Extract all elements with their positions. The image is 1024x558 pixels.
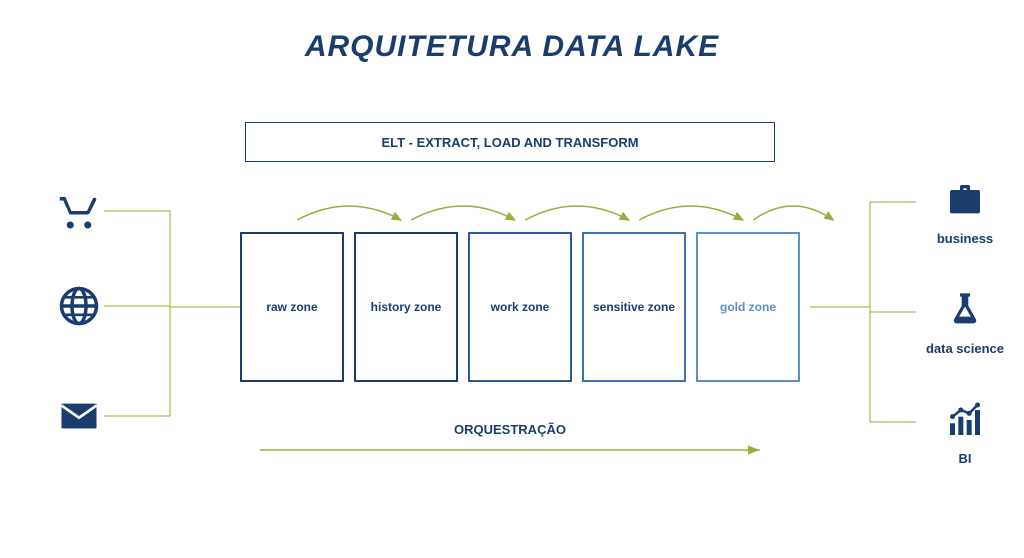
outputs-connector (0, 0, 1024, 558)
